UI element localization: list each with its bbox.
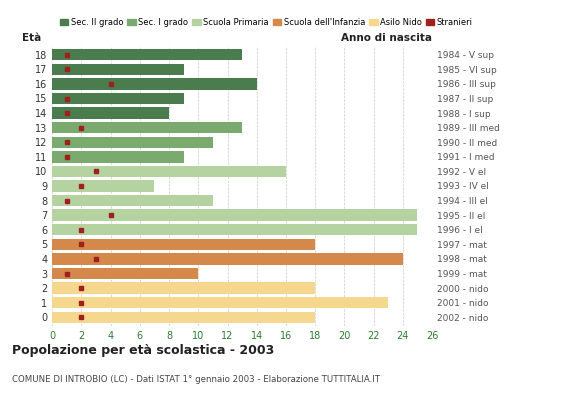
Bar: [52, 268, 198, 279]
Bar: [52, 64, 184, 75]
Bar: [52, 136, 213, 148]
Bar: [52, 166, 286, 177]
Bar: [52, 312, 315, 323]
Bar: [52, 78, 257, 90]
Bar: [52, 122, 242, 133]
Bar: [52, 195, 213, 206]
Bar: [52, 210, 418, 221]
Bar: [52, 253, 403, 265]
Bar: [52, 107, 169, 119]
Bar: [52, 49, 242, 60]
Bar: [52, 224, 418, 236]
Bar: [52, 297, 388, 308]
Bar: [52, 239, 315, 250]
Text: Popolazione per età scolastica - 2003: Popolazione per età scolastica - 2003: [12, 344, 274, 357]
Bar: [52, 151, 184, 162]
Bar: [52, 282, 315, 294]
Bar: [52, 180, 154, 192]
Bar: [52, 93, 184, 104]
Text: COMUNE DI INTROBIO (LC) - Dati ISTAT 1° gennaio 2003 - Elaborazione TUTTITALIA.I: COMUNE DI INTROBIO (LC) - Dati ISTAT 1° …: [12, 375, 379, 384]
Text: Anno di nascita: Anno di nascita: [341, 33, 432, 43]
Text: Età: Età: [22, 33, 41, 43]
Legend: Sec. II grado, Sec. I grado, Scuola Primaria, Scuola dell'Infanzia, Asilo Nido, : Sec. II grado, Sec. I grado, Scuola Prim…: [56, 15, 476, 31]
